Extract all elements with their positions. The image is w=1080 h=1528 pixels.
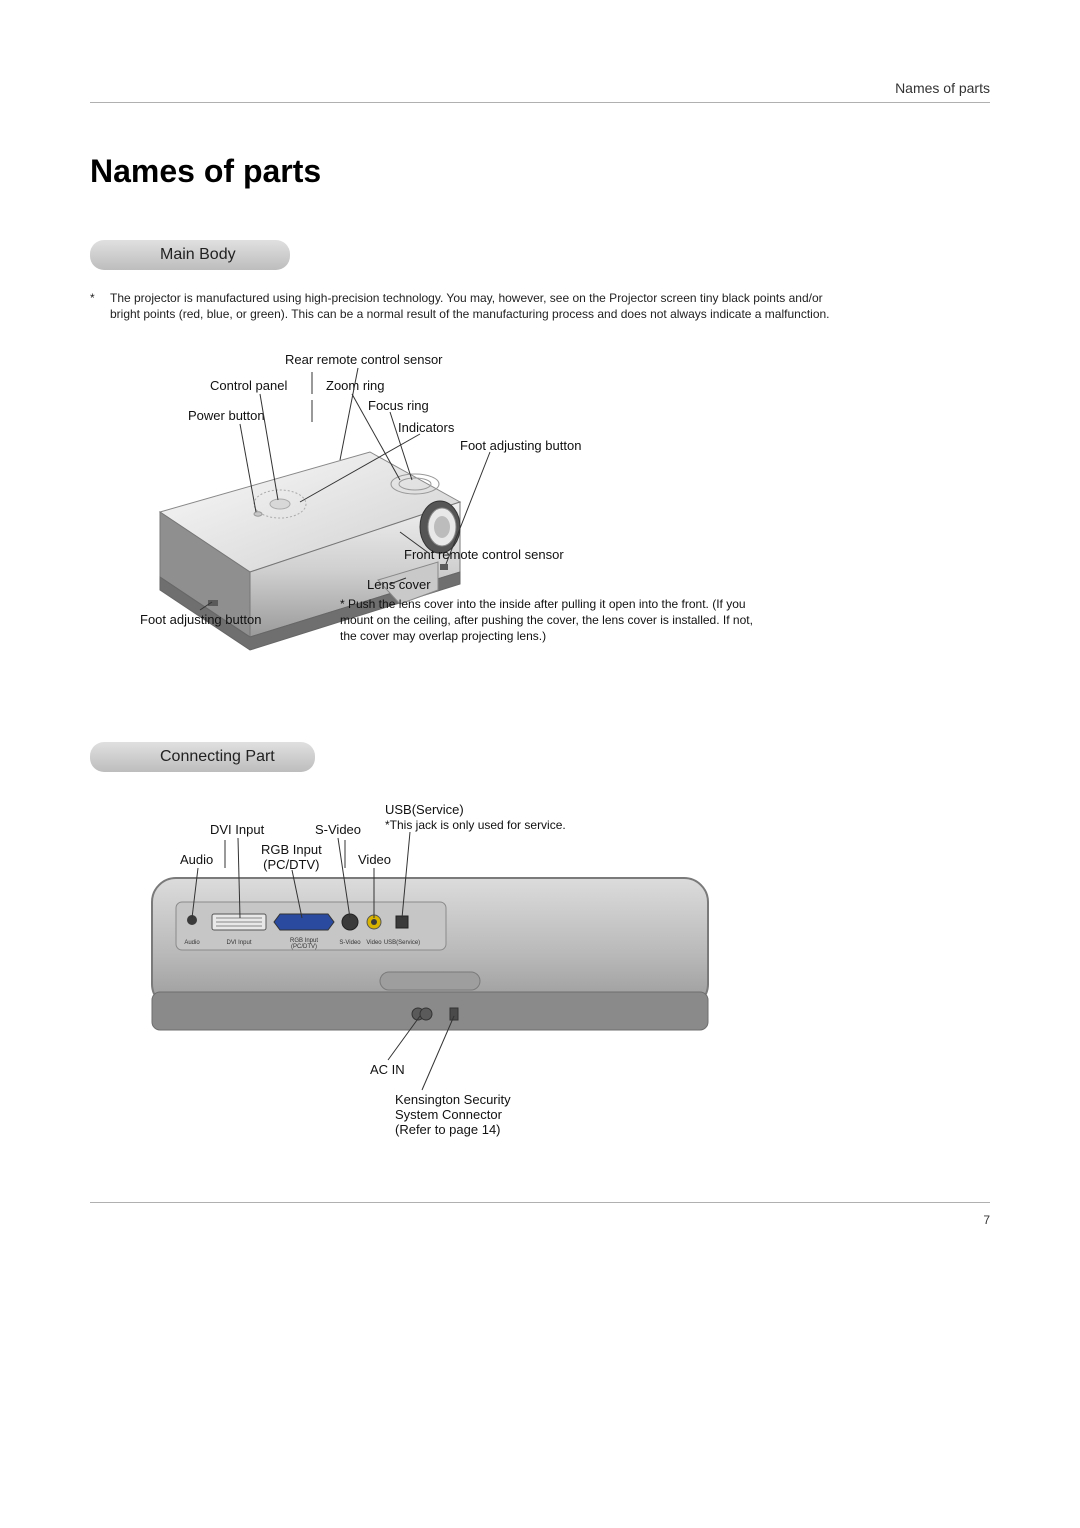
svg-text:(PC/DTV): (PC/DTV) (291, 944, 317, 950)
page: Names of parts Names of parts Main Body … (0, 0, 1080, 1267)
label-rear-sensor: Rear remote control sensor (285, 352, 443, 367)
label-kensington-line2: System Connector (395, 1107, 502, 1122)
label-usb-note: *This jack is only used for service. (385, 818, 566, 832)
label-acin: AC IN (370, 1062, 405, 1077)
label-zoom-ring: Zoom ring (326, 378, 385, 393)
label-svideo: S-Video (315, 822, 361, 837)
page-title: Names of parts (90, 153, 990, 190)
label-kensington-line3: (Refer to page 14) (395, 1122, 501, 1137)
label-rgb: RGB Input (PC/DTV) (261, 842, 322, 872)
label-rgb-line1: RGB Input (261, 842, 322, 857)
page-number: 7 (90, 1213, 990, 1227)
svg-text:Video: Video (366, 940, 382, 946)
section-heading-main: Main Body (90, 240, 290, 270)
label-front-sensor: Front remote control sensor (404, 547, 564, 562)
label-power-button: Power button (188, 408, 265, 423)
label-foot-adj-right: Foot adjusting button (460, 438, 581, 453)
label-video: Video (358, 852, 391, 867)
label-kensington-line1: Kensington Security (395, 1092, 511, 1107)
main-diagram: Rear remote control sensor Control panel… (90, 352, 990, 682)
rear-panel-illustration: Audio DVI Input RGB Input (PC/DTV) S-Vid… (150, 872, 710, 1042)
section-main: Main Body *The projector is manufactured… (90, 240, 990, 682)
lens-cover-note: *Push the lens cover into the inside aft… (340, 597, 770, 644)
label-focus-ring: Focus ring (368, 398, 429, 413)
label-audio: Audio (180, 852, 213, 867)
connecting-diagram: USB(Service) *This jack is only used for… (90, 792, 990, 1162)
svg-text:S-Video: S-Video (339, 940, 361, 946)
label-indicators: Indicators (398, 420, 454, 435)
svg-text:DVI Input: DVI Input (226, 940, 251, 946)
section-heading-connecting: Connecting Part (90, 742, 315, 772)
note-asterisk: * (100, 290, 110, 306)
main-note: *The projector is manufactured using hig… (90, 290, 850, 322)
label-foot-adj-left: Foot adjusting button (140, 612, 261, 627)
label-usb: USB(Service) (385, 802, 464, 817)
note-text: The projector is manufactured using high… (110, 291, 830, 321)
lens-note-asterisk: * (340, 597, 348, 613)
svg-text:USB(Service): USB(Service) (384, 940, 420, 946)
label-lens-cover: Lens cover (367, 577, 431, 592)
label-rgb-line2: (PC/DTV) (263, 857, 319, 872)
label-control-panel: Control panel (210, 378, 287, 393)
bottom-rule (90, 1202, 990, 1203)
running-head: Names of parts (90, 80, 990, 96)
top-rule (90, 102, 990, 103)
label-kensington: Kensington Security System Connector (Re… (395, 1092, 511, 1137)
section-connecting: Connecting Part USB(Service) *This jack … (90, 742, 990, 1162)
svg-text:Audio: Audio (184, 940, 200, 946)
label-dvi: DVI Input (210, 822, 264, 837)
lens-note-text: Push the lens cover into the inside afte… (340, 597, 753, 642)
